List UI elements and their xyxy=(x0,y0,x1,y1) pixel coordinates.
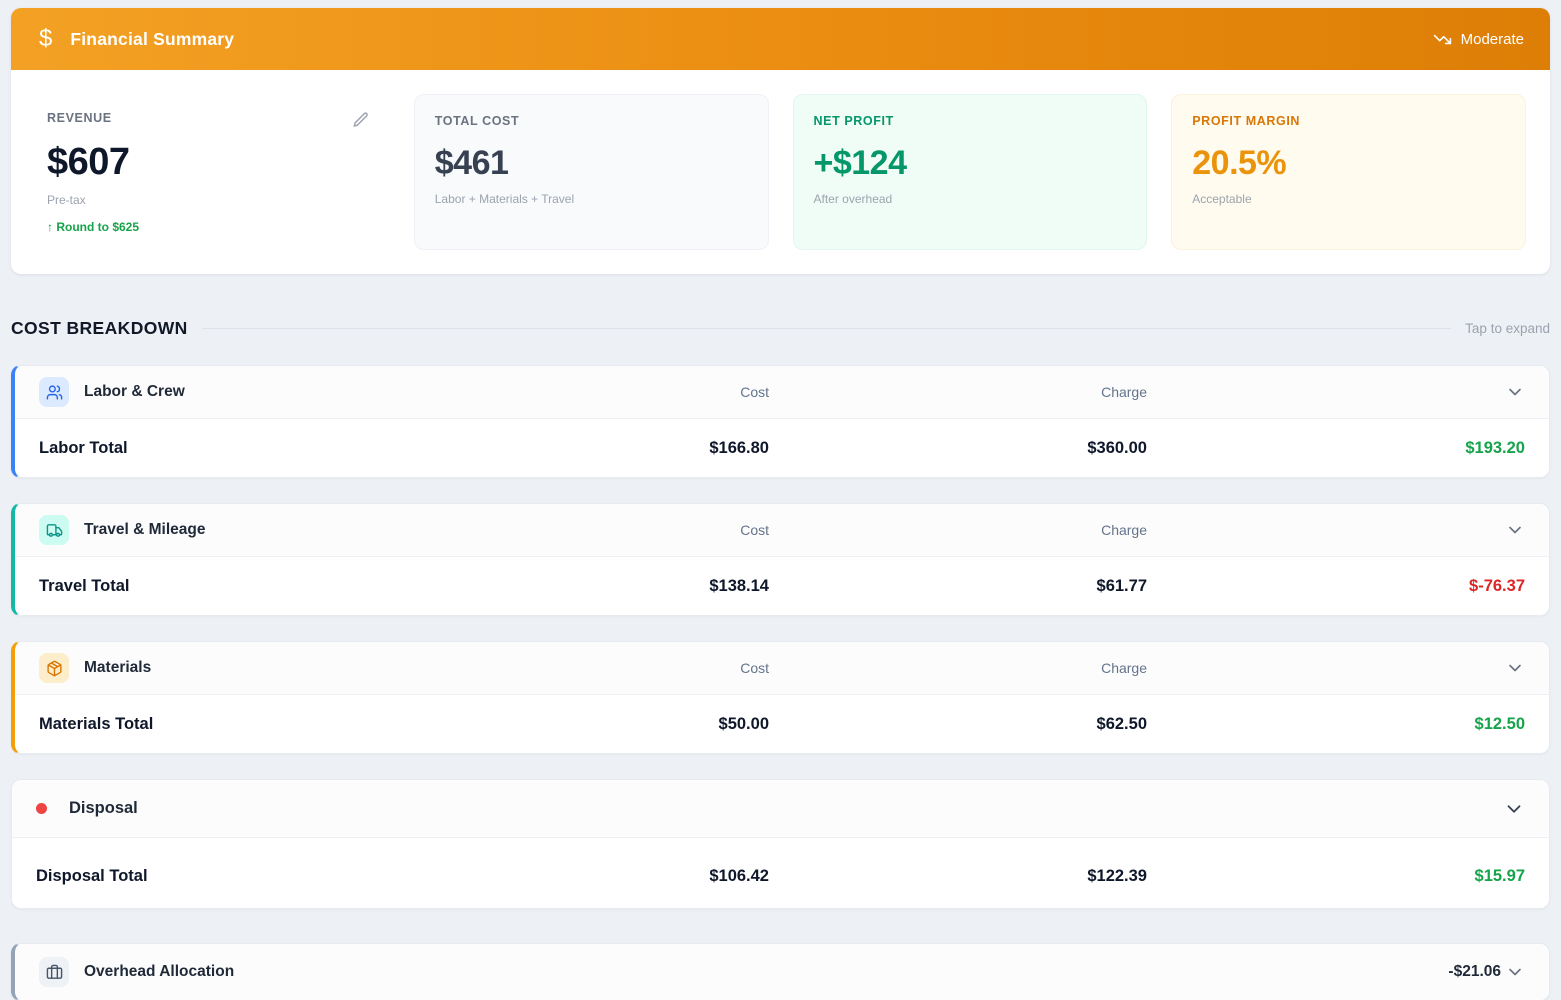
overhead-section-header[interactable]: Overhead Allocation -$21.06 xyxy=(15,944,1549,1000)
trending-down-icon xyxy=(1433,34,1451,44)
charge-value: $360.00 xyxy=(1087,438,1147,457)
disposal-section-header[interactable]: Disposal xyxy=(12,780,1549,838)
cost-breakdown-title: COST BREAKDOWN xyxy=(11,318,188,338)
edit-revenue-button[interactable] xyxy=(352,111,370,129)
net-profit-label: NET PROFIT xyxy=(813,114,894,128)
travel-total-row: Travel Total $138.14 $61.77 $-76.37 xyxy=(15,557,1549,615)
labor-total-row: Labor Total $166.80 $360.00 $193.20 xyxy=(15,419,1549,477)
cost-column-header: Cost xyxy=(740,522,769,538)
risk-badge-label: Moderate xyxy=(1460,30,1524,48)
labor-crew-section: Labor & Crew Cost Charge Labor Total $16… xyxy=(11,365,1550,478)
margin-value: $193.20 xyxy=(1465,438,1525,457)
financial-summary-header: $ Financial Summary Moderate xyxy=(11,8,1550,70)
disposal-section: Disposal Disposal Total $106.42 $122.39 … xyxy=(11,779,1550,909)
charge-column-header: Charge xyxy=(1101,384,1147,400)
section-title: Travel & Mileage xyxy=(84,521,206,538)
page-title: Financial Summary xyxy=(70,28,235,49)
total-cost-subtext: Labor + Materials + Travel xyxy=(434,192,575,206)
chevron-down-icon[interactable] xyxy=(1505,382,1525,402)
materials-section: Materials Cost Charge Materials Total $5… xyxy=(11,641,1550,754)
revenue-value: $607 xyxy=(47,141,130,183)
tap-to-expand-hint: Tap to expand xyxy=(1465,321,1550,336)
margin-value: $-76.37 xyxy=(1469,576,1525,595)
total-cost-card: TOTAL COST $461 Labor + Materials + Trav… xyxy=(413,94,769,250)
net-profit-subtext: After overhead xyxy=(813,192,893,206)
row-label: Disposal Total xyxy=(36,866,148,885)
net-profit-value: +$124 xyxy=(813,144,907,182)
financial-summary-card: $ Financial Summary Moderate REVENUE $60… xyxy=(11,8,1550,274)
cost-value: $138.14 xyxy=(709,576,769,595)
risk-badge: Moderate xyxy=(1433,30,1524,49)
profit-margin-label: PROFIT MARGIN xyxy=(1192,114,1301,128)
profit-margin-card: PROFIT MARGIN 20.5% Acceptable xyxy=(1171,94,1526,250)
chevron-down-icon[interactable] xyxy=(1505,962,1525,982)
revenue-subtext: Pre-tax xyxy=(47,193,86,207)
cost-value: $166.80 xyxy=(709,438,769,457)
row-label: Materials Total xyxy=(39,714,154,733)
overhead-value: -$21.06 xyxy=(1448,963,1501,980)
cost-breakdown-heading-row: COST BREAKDOWN Tap to expand xyxy=(11,318,1550,339)
heading-divider xyxy=(201,328,1452,329)
charge-value: $61.77 xyxy=(1096,576,1147,595)
profit-margin-subtext: Acceptable xyxy=(1192,192,1252,206)
truck-icon xyxy=(39,515,69,545)
summary-cards-row: REVENUE $607 Pre-tax ↑ Round to $625 TOT… xyxy=(11,70,1550,274)
red-dot-status-icon xyxy=(36,803,47,814)
section-title: Materials xyxy=(84,659,152,676)
row-label: Travel Total xyxy=(39,576,130,595)
charge-column-header: Charge xyxy=(1101,522,1147,538)
section-title: Overhead Allocation xyxy=(84,963,235,980)
header-title-group: $ Financial Summary xyxy=(39,27,234,51)
briefcase-icon xyxy=(39,957,69,987)
chevron-down-icon[interactable] xyxy=(1505,520,1525,540)
labor-crew-section-header[interactable]: Labor & Crew Cost Charge xyxy=(15,366,1549,419)
cost-column-header: Cost xyxy=(740,660,769,676)
section-title: Disposal xyxy=(69,799,138,817)
section-title: Labor & Crew xyxy=(84,383,185,400)
materials-total-row: Materials Total $50.00 $62.50 $12.50 xyxy=(15,695,1549,753)
margin-value: $12.50 xyxy=(1474,714,1525,733)
overhead-allocation-section: Overhead Allocation -$21.06 xyxy=(11,943,1550,1000)
total-cost-label: TOTAL COST xyxy=(434,114,520,128)
cost-value: $50.00 xyxy=(718,714,769,733)
revenue-card: REVENUE $607 Pre-tax ↑ Round to $625 xyxy=(35,94,390,250)
package-icon xyxy=(39,653,69,683)
round-to-625-link[interactable]: ↑ Round to $625 xyxy=(47,220,140,234)
edit-pencil-icon xyxy=(353,112,368,127)
dollar-icon: $ xyxy=(39,25,53,52)
charge-value: $122.39 xyxy=(1087,866,1147,885)
users-icon xyxy=(39,377,69,407)
cost-column-header: Cost xyxy=(740,384,769,400)
charge-column-header: Charge xyxy=(1101,660,1147,676)
travel-mileage-section: Travel & Mileage Cost Charge Travel Tota… xyxy=(11,503,1550,616)
margin-value: $15.97 xyxy=(1474,866,1525,885)
revenue-label: REVENUE xyxy=(47,111,112,125)
travel-mileage-section-header[interactable]: Travel & Mileage Cost Charge xyxy=(15,504,1549,557)
profit-margin-value: 20.5% xyxy=(1192,144,1287,182)
disposal-total-row: Disposal Total $106.42 $122.39 $15.97 xyxy=(12,838,1549,908)
net-profit-card: NET PROFIT +$124 After overhead xyxy=(792,94,1148,250)
chevron-down-icon[interactable] xyxy=(1503,798,1525,820)
row-label: Labor Total xyxy=(39,438,128,457)
cost-value: $106.42 xyxy=(709,866,769,885)
total-cost-value: $461 xyxy=(434,144,509,182)
materials-section-header[interactable]: Materials Cost Charge xyxy=(15,642,1549,695)
chevron-down-icon[interactable] xyxy=(1505,658,1525,678)
charge-value: $62.50 xyxy=(1096,714,1147,733)
